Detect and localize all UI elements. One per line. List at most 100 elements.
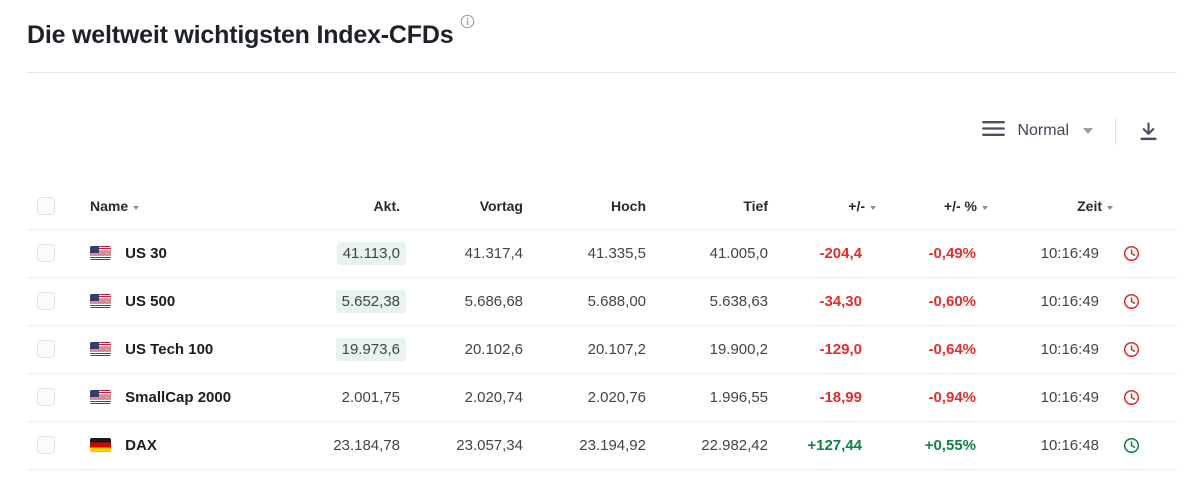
sort-arrow-icon: [982, 205, 988, 210]
toolbar-divider: [1115, 117, 1116, 145]
hamburger-icon: [982, 120, 1006, 142]
change-pct-cell: -0,49%: [928, 244, 976, 262]
instrument-name[interactable]: SmallCap 2000: [125, 388, 232, 406]
column-header-vortag: Vortag: [402, 183, 525, 229]
high-cell: 5.688,00: [587, 292, 646, 310]
prev-close-cell: 5.686,68: [464, 292, 523, 310]
sort-arrow-icon: [133, 205, 140, 210]
table-row: DAX 23.184,78 23.057,34 23.194,92 22.982…: [27, 421, 1177, 469]
instrument-name[interactable]: US Tech 100: [125, 340, 214, 358]
column-header-change[interactable]: +/-: [770, 183, 878, 229]
low-cell: 1.996,55: [709, 388, 768, 406]
instrument-cell[interactable]: DAX: [77, 421, 267, 469]
row-checkbox[interactable]: [37, 340, 55, 359]
clock-cell: [1115, 373, 1177, 421]
download-button[interactable]: [1138, 121, 1159, 142]
time-cell: 10:16:48: [1040, 436, 1099, 454]
realtime-clock-icon: [1123, 437, 1140, 453]
low-cell: 5.638,63: [709, 292, 768, 310]
table-header-row: Name Akt. Vortag Hoch Tief +/- +/- % Zeit: [27, 183, 1177, 229]
info-icon[interactable]: [460, 14, 475, 34]
row-check-cell: [27, 229, 77, 277]
country-flag-icon: [90, 293, 111, 308]
clock-cell: [1115, 325, 1177, 373]
realtime-clock-icon: [1123, 245, 1140, 261]
instrument-cell[interactable]: SmallCap 2000: [77, 373, 267, 421]
last-price-cell: 23.184,78: [267, 421, 402, 469]
index-cfds-table: Name Akt. Vortag Hoch Tief +/- +/- % Zeit US 30…: [27, 183, 1177, 470]
clock-column-header: [1115, 183, 1177, 229]
prev-close-cell: 2.020,74: [464, 388, 523, 406]
row-checkbox[interactable]: [37, 292, 55, 311]
row-check-cell: [27, 277, 77, 325]
column-header-akt: Akt.: [267, 183, 402, 229]
change-cell: -34,30: [819, 292, 862, 310]
column-header-hoch: Hoch: [525, 183, 648, 229]
change-cell: +127,44: [807, 436, 862, 454]
clock-cell: [1115, 421, 1177, 469]
column-header-zeit[interactable]: Zeit: [990, 183, 1115, 229]
title-section: Die weltweit wichtigsten Index-CFDs: [27, 0, 1177, 73]
change-cell: -129,0: [819, 340, 862, 358]
row-checkbox[interactable]: [37, 388, 55, 407]
page-title: Die weltweit wichtigsten Index-CFDs: [27, 21, 454, 49]
last-price-cell: 2.001,75: [267, 373, 402, 421]
time-cell: 10:16:49: [1040, 388, 1099, 406]
clock-cell: [1115, 229, 1177, 277]
change-pct-cell: -0,64%: [928, 340, 976, 358]
table-row: US 500 5.652,38 5.686,68 5.688,00 5.638,…: [27, 277, 1177, 325]
column-header-tief: Tief: [648, 183, 770, 229]
time-cell: 10:16:49: [1040, 244, 1099, 262]
time-cell: 10:16:49: [1040, 292, 1099, 310]
realtime-clock-icon: [1123, 341, 1140, 357]
change-pct-cell: -0,60%: [928, 292, 976, 310]
last-price-cell: 41.113,0: [267, 229, 406, 277]
high-cell: 23.194,92: [579, 436, 646, 454]
instrument-name[interactable]: US 30: [125, 244, 167, 262]
last-price-cell: 5.652,38: [267, 277, 406, 325]
change-cell: -18,99: [819, 388, 862, 406]
last-price: 41.113,0: [336, 241, 406, 265]
instrument-name[interactable]: US 500: [125, 292, 176, 310]
last-price: 23.184,78: [333, 436, 400, 454]
table-toolbar: Normal: [27, 115, 1177, 147]
row-checkbox[interactable]: [37, 244, 55, 263]
sort-arrow-icon: [870, 205, 876, 210]
high-cell: 20.107,2: [587, 340, 646, 358]
select-all-cell: [27, 183, 77, 229]
row-check-cell: [27, 421, 77, 469]
clock-cell: [1115, 277, 1177, 325]
country-flag-icon: [90, 245, 111, 260]
last-price: 2.001,75: [341, 388, 400, 406]
low-cell: 19.900,2: [709, 340, 768, 358]
row-checkbox[interactable]: [37, 436, 55, 455]
low-cell: 41.005,0: [709, 244, 768, 262]
instrument-cell[interactable]: US 30: [77, 229, 267, 277]
change-cell: -204,4: [819, 244, 862, 262]
realtime-clock-icon: [1123, 293, 1140, 309]
prev-close-cell: 23.057,34: [456, 436, 523, 454]
select-all-checkbox[interactable]: [37, 196, 55, 215]
download-icon: [1140, 121, 1157, 140]
column-label: +/- %: [943, 197, 977, 214]
column-label: Name: [90, 197, 129, 214]
column-label: Zeit: [1077, 197, 1102, 214]
view-mode-selector[interactable]: Normal: [982, 120, 1093, 142]
column-label: +/-: [848, 197, 865, 214]
low-cell: 22.982,42: [701, 436, 768, 454]
instrument-cell[interactable]: US Tech 100: [77, 325, 267, 373]
column-label: Akt.: [373, 197, 400, 214]
table-row: US Tech 100 19.973,6 20.102,6 20.107,2 1…: [27, 325, 1177, 373]
instrument-name[interactable]: DAX: [125, 436, 157, 454]
instrument-cell[interactable]: US 500: [77, 277, 267, 325]
column-header-name[interactable]: Name: [77, 183, 267, 229]
prev-close-cell: 41.317,4: [464, 244, 523, 262]
country-flag-icon: [90, 437, 111, 452]
change-pct-cell: -0,94%: [928, 388, 976, 406]
chevron-down-icon: [1083, 128, 1093, 134]
column-header-change_pct[interactable]: +/- %: [878, 183, 990, 229]
sort-arrow-icon: [1107, 205, 1113, 210]
table-row: US 30 41.113,0 41.317,4 41.335,5 41.005,…: [27, 229, 1177, 277]
last-price: 5.652,38: [335, 289, 406, 313]
